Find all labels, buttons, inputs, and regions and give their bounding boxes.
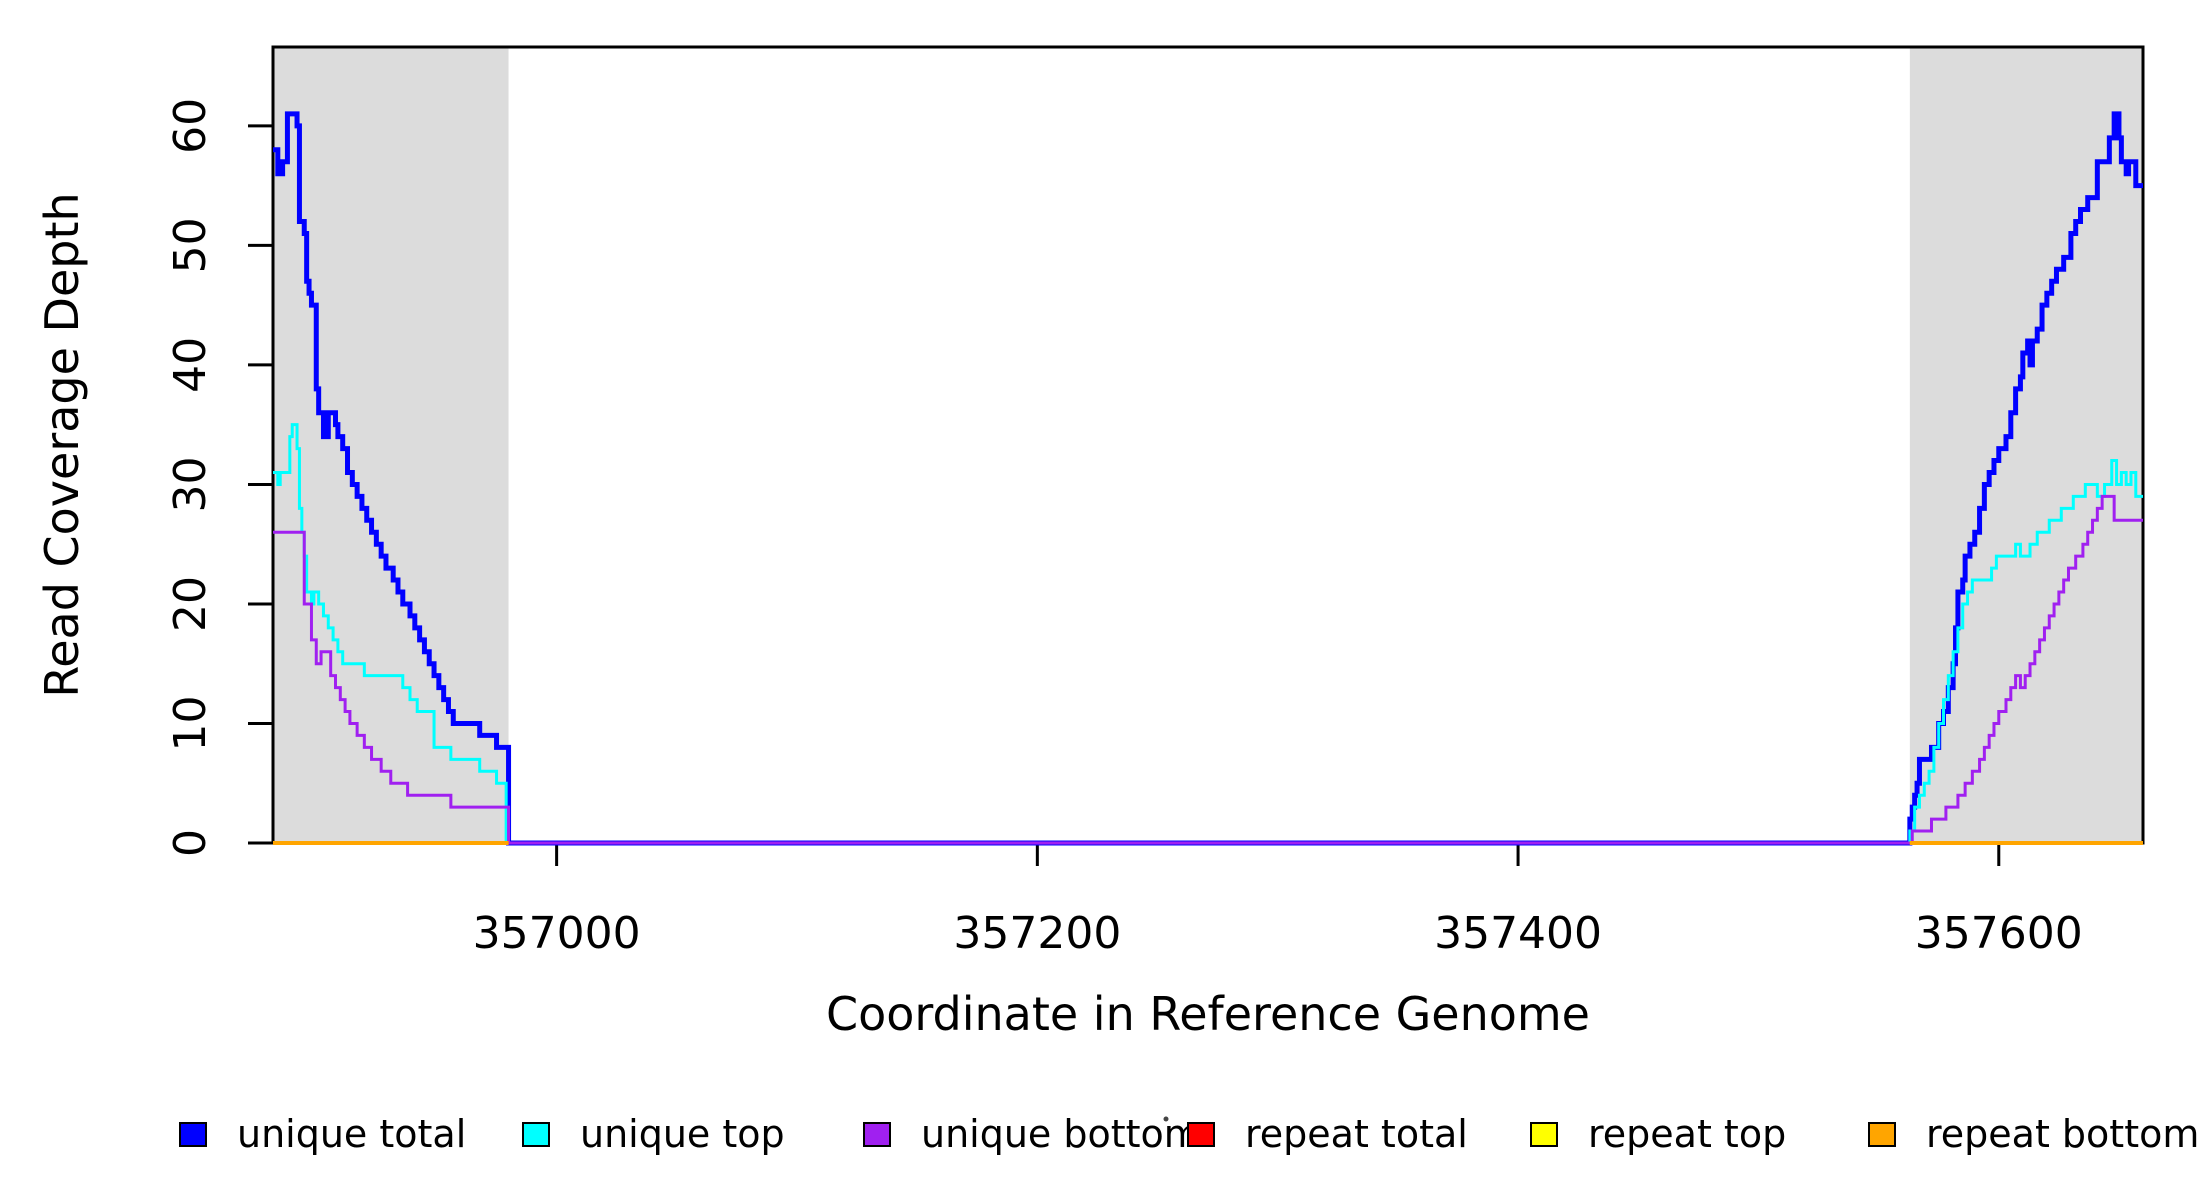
legend-label: unique bottom (921, 1112, 1201, 1156)
repeat-bottom-swatch (1868, 1122, 1896, 1147)
plot-border (271, 45, 2145, 845)
y-axis-title: Read Coverage Depth (35, 192, 89, 697)
legend-label: repeat total (1245, 1112, 1468, 1156)
repeat-region (273, 47, 509, 843)
legend-item-repeat-bottom: repeat bottom (1868, 1112, 2199, 1156)
series-lines (273, 111, 2143, 846)
x-axis: 357000 357200 357400 357600 (473, 843, 2083, 959)
unique-bottom-swatch (863, 1122, 891, 1147)
legend-label: unique total (237, 1112, 466, 1156)
y-tick-label: 0 (165, 829, 216, 857)
unique-total-swatch (179, 1122, 207, 1147)
series-unique-top (273, 423, 2143, 845)
stray-mark (1163, 1116, 1169, 1122)
y-tick-label: 30 (165, 456, 216, 512)
y-tick-label: 60 (165, 98, 216, 154)
x-tick-label: 357600 (1915, 908, 2083, 959)
series-unique-total (273, 111, 2143, 846)
legend-label: unique top (580, 1112, 785, 1156)
x-tick-label: 357400 (1434, 908, 1602, 959)
series-unique-bottom (273, 494, 2143, 845)
x-tick-label: 357000 (473, 908, 641, 959)
legend-label: repeat top (1588, 1112, 1786, 1156)
x-tick-label: 357200 (953, 908, 1121, 959)
repeat-top-swatch (1530, 1122, 1558, 1147)
y-tick-label: 20 (165, 576, 216, 632)
x-axis-title: Coordinate in Reference Genome (826, 987, 1590, 1041)
legend-item-repeat-top: repeat top (1530, 1112, 1786, 1156)
y-tick-label: 10 (165, 695, 216, 751)
legend: unique total unique top unique bottom re… (179, 1112, 2199, 1156)
y-tick-label: 50 (165, 217, 216, 273)
legend-item-unique-total: unique total (179, 1112, 466, 1156)
unique-top-swatch (522, 1122, 550, 1147)
legend-item-unique-bottom: unique bottom (863, 1112, 1201, 1156)
legend-label: repeat bottom (1926, 1112, 2199, 1156)
repeat-region-shading (273, 47, 2143, 843)
y-tick-label: 40 (165, 337, 216, 393)
y-axis: 0 10 20 30 40 50 60 (165, 98, 273, 857)
legend-item-repeat-total: repeat total (1187, 1112, 1468, 1156)
repeat-total-swatch (1187, 1122, 1215, 1147)
legend-item-unique-top: unique top (522, 1112, 785, 1156)
